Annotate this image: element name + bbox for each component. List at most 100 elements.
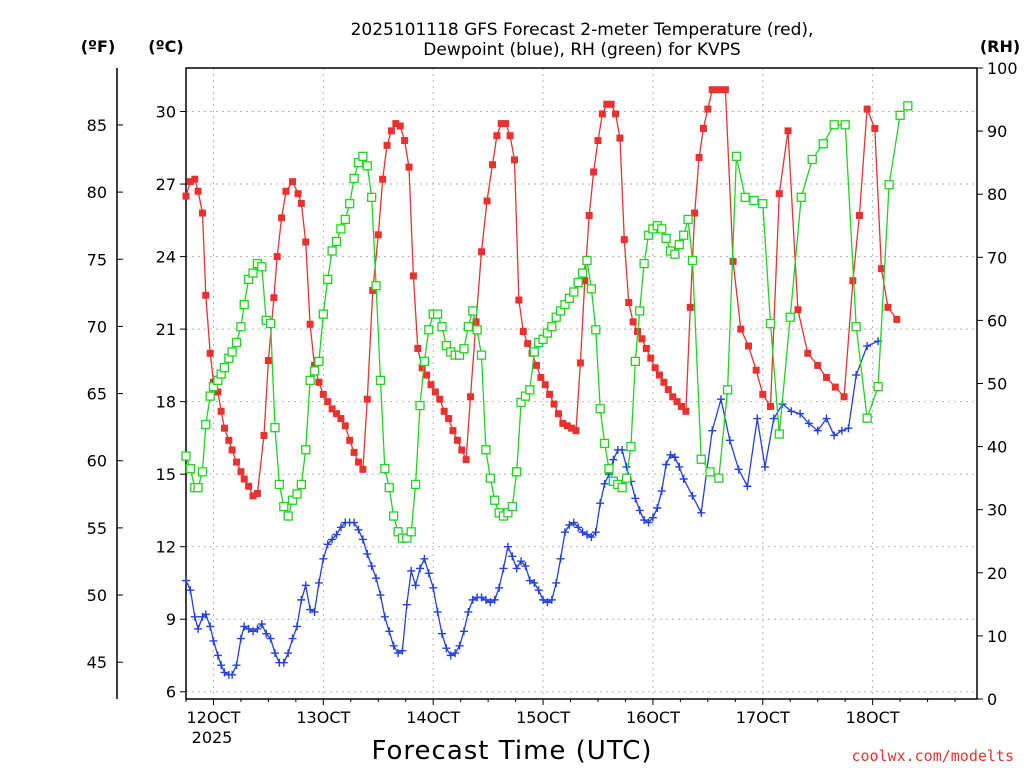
- temperature-point: [302, 238, 310, 246]
- rh-point: [595, 404, 605, 414]
- rh-point: [305, 375, 315, 385]
- dewpoint-point: [336, 523, 345, 532]
- rh-point: [468, 306, 478, 316]
- rh-point: [323, 274, 333, 285]
- celsius-tick-label: 12: [156, 538, 176, 557]
- temperature-point: [206, 349, 214, 357]
- temperature-point: [581, 277, 589, 285]
- temperature-point: [214, 388, 222, 396]
- temperature-point: [449, 427, 457, 435]
- temperature-point: [369, 286, 377, 294]
- temperature-point: [462, 456, 470, 464]
- dewpoint-point: [743, 482, 752, 491]
- rh-point: [375, 375, 386, 385]
- rh-point: [410, 479, 421, 490]
- temperature-point: [186, 178, 194, 186]
- rh-point: [895, 110, 905, 120]
- dewpoint-point: [539, 595, 548, 604]
- temperature-point: [194, 187, 202, 195]
- dewpoint-point: [574, 523, 583, 532]
- rh-tick-label: 20: [987, 564, 1007, 583]
- temperature-point: [550, 400, 558, 408]
- dewpoint-point: [249, 627, 258, 636]
- celsius-tick-label: 24: [156, 248, 176, 267]
- temperature-point: [483, 197, 491, 205]
- rh-point: [201, 419, 211, 430]
- temperature-point: [383, 141, 391, 149]
- rh-point: [758, 199, 768, 209]
- series-rh: [181, 101, 913, 543]
- temperature-point: [270, 294, 278, 302]
- rh-point: [765, 318, 776, 329]
- dewpoint-point: [288, 634, 297, 643]
- dewpoint-point: [521, 562, 530, 571]
- temperature-point: [691, 209, 699, 217]
- gridlines: [186, 68, 977, 699]
- rh-point: [525, 385, 535, 395]
- rh-point: [862, 413, 872, 423]
- dewpoint-point: [262, 629, 271, 638]
- temperature-point: [225, 436, 233, 444]
- dewpoint-point: [433, 607, 442, 616]
- rh-point: [604, 464, 614, 474]
- rh-point: [687, 255, 698, 266]
- rh-point: [696, 454, 706, 464]
- dewpoint-point: [477, 593, 486, 602]
- dewpoint-point: [591, 528, 600, 537]
- temperature-point: [541, 381, 549, 389]
- temperature-point: [427, 381, 435, 389]
- dewpoint-point: [244, 624, 253, 633]
- dewpoint-point: [451, 649, 460, 658]
- x-tick-label: 17OCT: [736, 708, 790, 727]
- celsius-tick-label: 30: [156, 103, 176, 122]
- temperature-point: [537, 373, 545, 381]
- rh-tick-label: 90: [987, 122, 1007, 141]
- celsius-tick-label: 15: [156, 465, 176, 484]
- dewpoint-point: [495, 583, 504, 592]
- temperature-point: [337, 415, 345, 423]
- dewpoint-point: [323, 540, 332, 549]
- temperature-point: [245, 482, 253, 490]
- dewpoint-point: [609, 455, 618, 464]
- dewpoint-point: [769, 414, 778, 423]
- temperature-point: [598, 110, 606, 118]
- rh-point: [683, 214, 693, 225]
- rh-point: [621, 473, 632, 483]
- temperature-point: [324, 398, 332, 406]
- temperature-point: [401, 137, 409, 145]
- dewpoint-point: [530, 578, 539, 587]
- fahrenheit-tick-label: 85: [87, 116, 107, 135]
- rh-point: [635, 306, 645, 316]
- dewpoint-point: [813, 426, 822, 435]
- rh-point: [340, 214, 350, 225]
- dewpoint-point: [717, 395, 726, 404]
- rh-point: [626, 441, 636, 452]
- fahrenheit-tick-label: 80: [87, 183, 107, 202]
- rh-point: [283, 511, 293, 521]
- temperature-point: [228, 446, 236, 454]
- dewpoint-point: [186, 586, 195, 595]
- rh-point: [740, 192, 750, 203]
- temperature-point: [506, 132, 514, 140]
- dewpoint-point: [266, 634, 275, 643]
- temperature-point: [350, 448, 358, 456]
- rh-point: [774, 429, 784, 439]
- dewpoint-point: [688, 491, 697, 500]
- temperature-point: [814, 361, 822, 369]
- rh-point: [345, 199, 355, 209]
- rh-point: [569, 287, 579, 297]
- temperature-point: [664, 386, 672, 394]
- rh-point: [432, 309, 443, 319]
- rh-point: [591, 325, 601, 335]
- temperature-point: [563, 422, 571, 430]
- dewpoint-point: [442, 644, 451, 653]
- temperature-point: [855, 211, 863, 219]
- temperature-point: [478, 248, 486, 256]
- dewpoint-point: [220, 668, 229, 677]
- rh-point: [472, 325, 482, 335]
- temperature-point: [379, 175, 387, 183]
- temperature-point: [260, 431, 268, 439]
- temperature-point: [418, 364, 426, 372]
- dewpoint-point: [310, 607, 319, 616]
